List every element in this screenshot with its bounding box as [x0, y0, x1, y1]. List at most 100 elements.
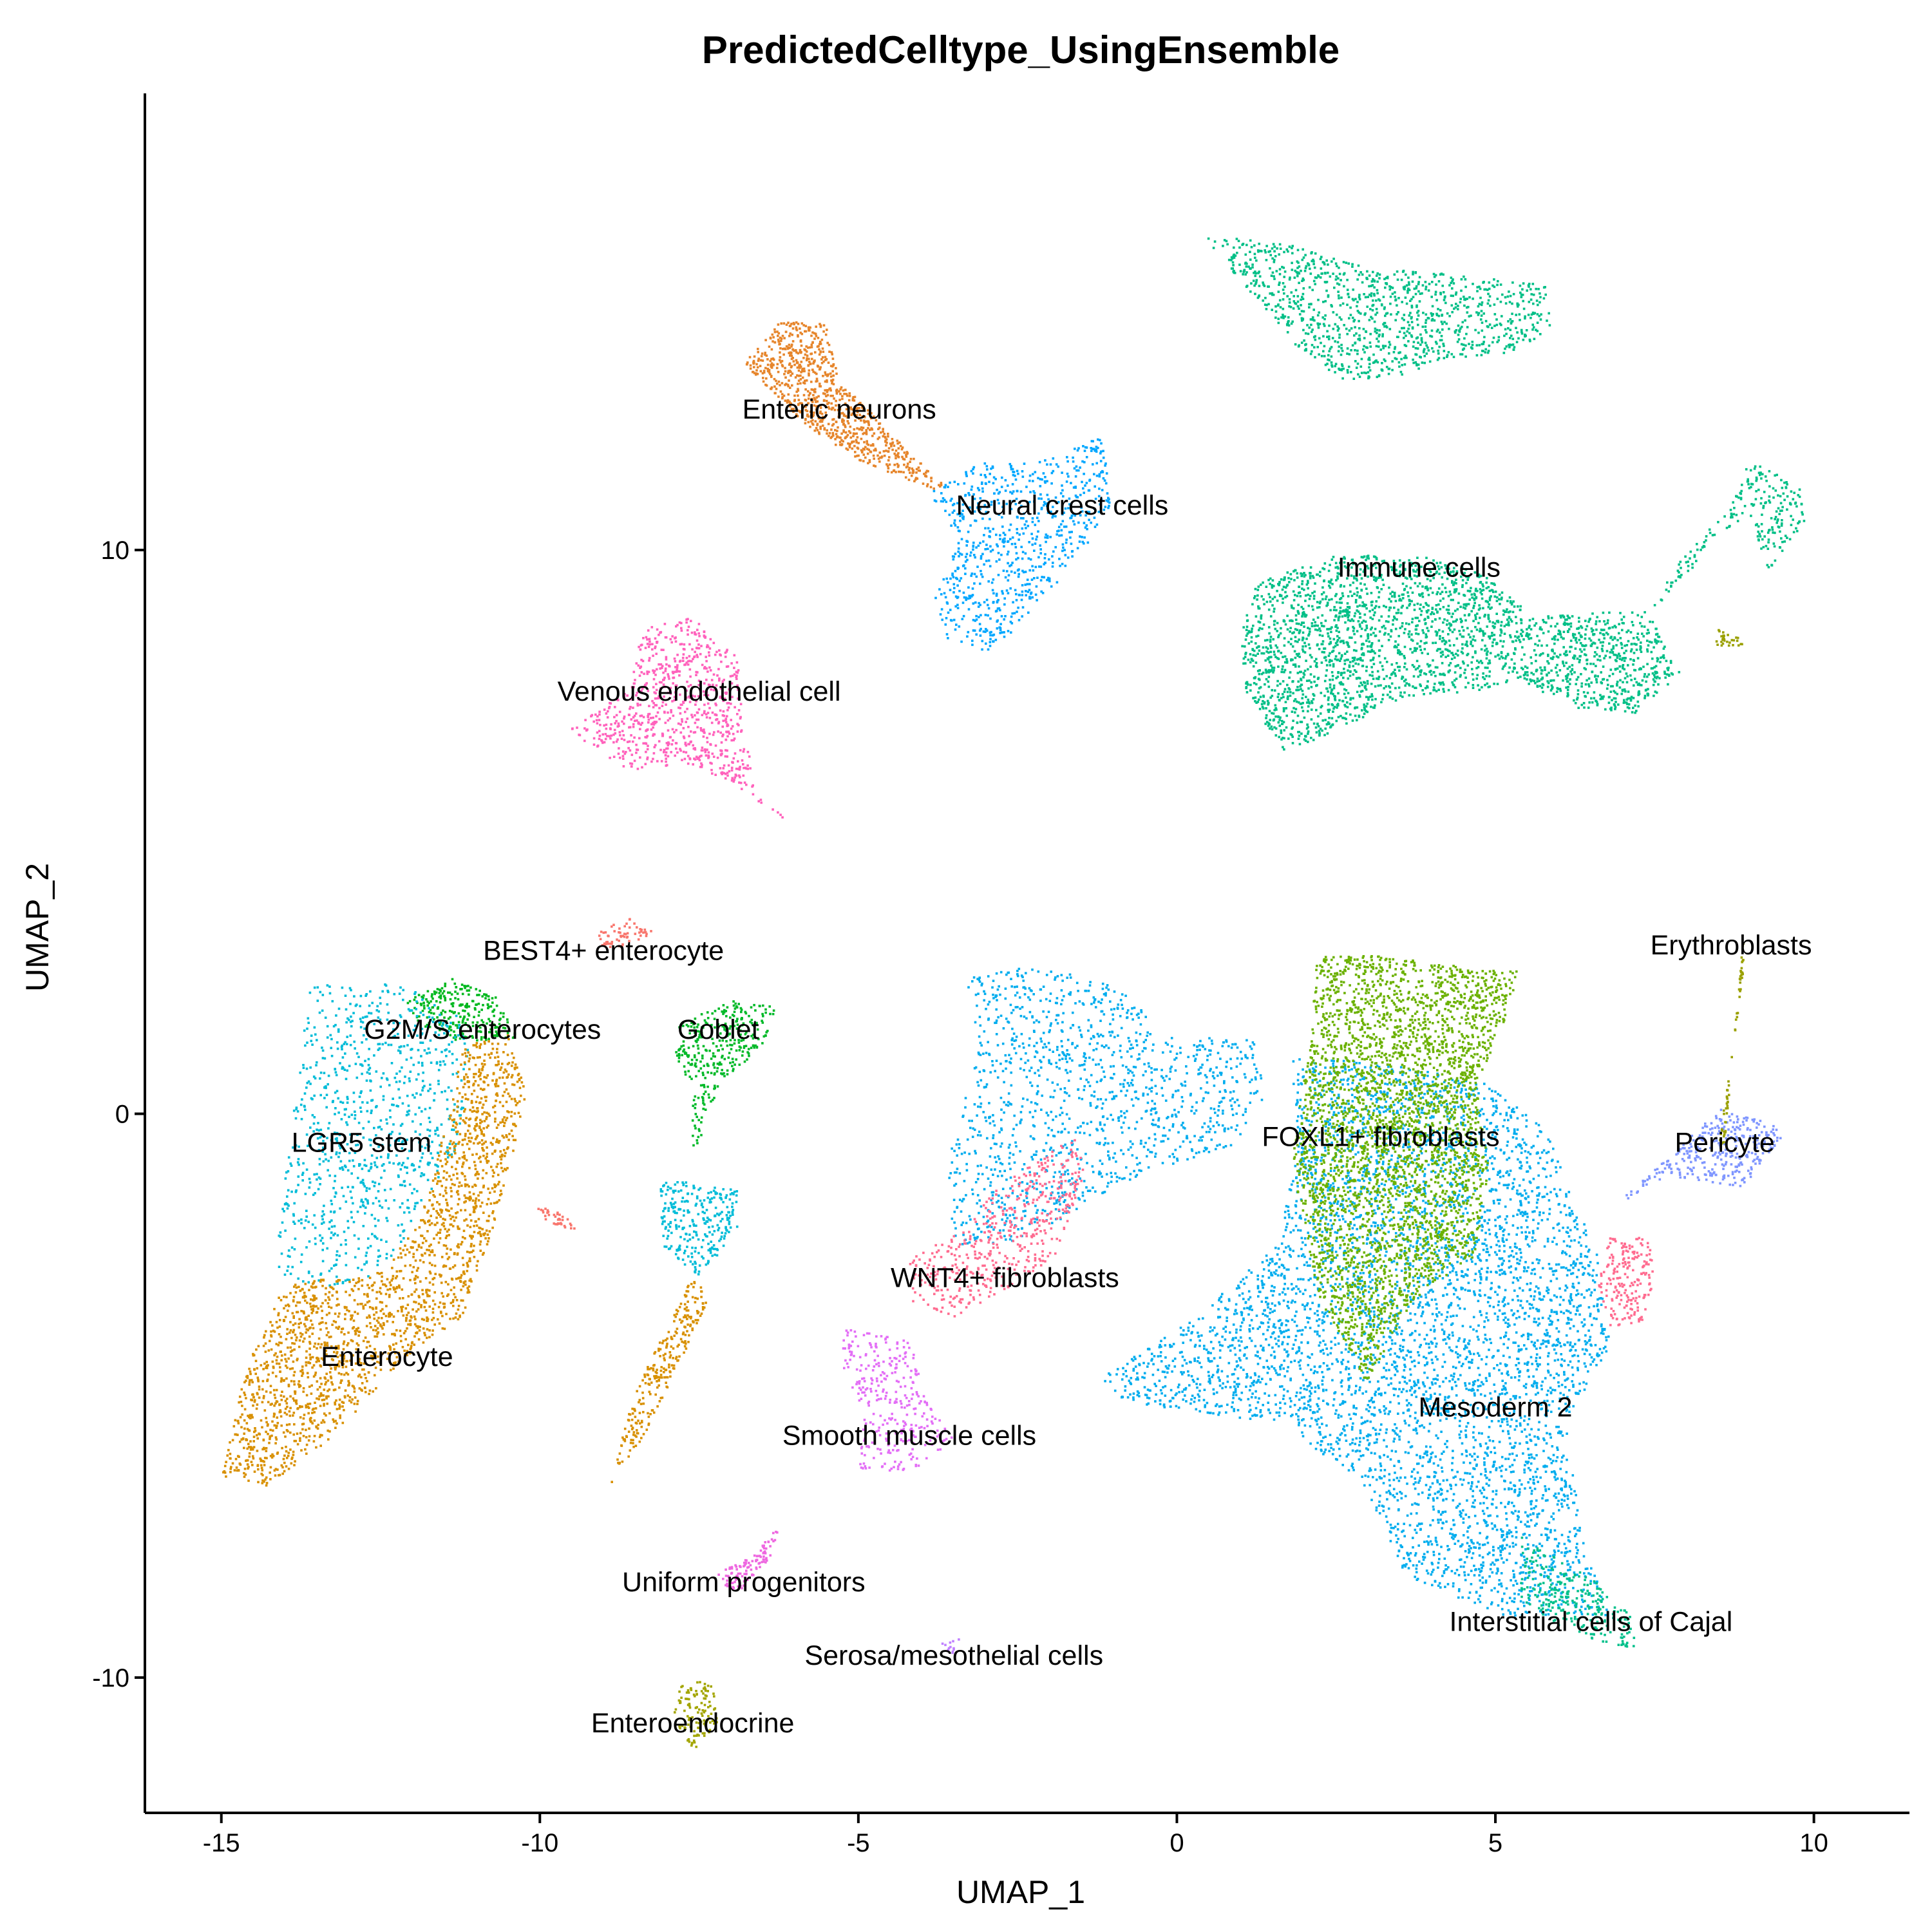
data-point [1459, 675, 1462, 678]
data-point [1437, 357, 1441, 359]
data-point [1800, 502, 1803, 506]
data-point [1259, 696, 1262, 698]
data-point [1273, 669, 1275, 672]
data-point [1321, 625, 1323, 627]
data-point [1443, 357, 1446, 359]
data-point [1495, 600, 1499, 602]
data-point [1794, 501, 1797, 504]
data-point [1463, 603, 1466, 606]
data-point [1327, 335, 1331, 338]
data-point [1004, 489, 1007, 492]
data-point [1308, 598, 1311, 600]
data-point [1039, 552, 1042, 554]
data-point [1327, 294, 1330, 297]
data-point [1443, 643, 1446, 645]
data-point [1455, 618, 1458, 621]
data-point [1300, 623, 1303, 627]
data-point [1247, 658, 1250, 661]
data-point [1001, 476, 1003, 479]
data-point [1484, 644, 1486, 647]
data-point [1398, 573, 1401, 575]
data-point [1304, 254, 1307, 256]
data-point [1487, 605, 1490, 609]
data-point [1758, 533, 1761, 535]
data-point [1516, 302, 1519, 305]
data-point [1620, 641, 1623, 645]
data-point [1754, 524, 1757, 527]
data-point [1256, 589, 1260, 591]
data-point [1599, 694, 1602, 697]
data-point [1383, 677, 1385, 680]
data-point [1361, 556, 1365, 559]
data-point [1314, 726, 1318, 729]
data-point [1285, 714, 1288, 717]
data-point [1354, 601, 1358, 604]
data-point [804, 422, 807, 424]
data-point [1613, 697, 1616, 700]
data-point [1430, 673, 1433, 676]
data-point [803, 370, 806, 373]
data-point [1456, 649, 1459, 652]
data-point [1307, 627, 1309, 629]
data-point [1262, 623, 1265, 626]
data-point [1212, 247, 1215, 249]
data-point [1509, 318, 1512, 321]
data-point [1328, 661, 1331, 663]
data-point [851, 447, 854, 450]
data-point [1303, 575, 1305, 578]
data-point [911, 467, 914, 470]
data-point [1361, 659, 1364, 662]
data-point [1318, 733, 1321, 736]
data-point [1593, 642, 1596, 645]
data-point [965, 596, 967, 599]
data-point [1326, 601, 1329, 604]
data-point [841, 412, 844, 415]
data-point [841, 419, 844, 422]
data-point [1343, 692, 1346, 696]
data-point [1300, 298, 1302, 301]
data-point [814, 388, 817, 391]
data-point [764, 352, 766, 354]
data-point [1487, 618, 1490, 620]
data-point [762, 377, 764, 379]
data-point [1401, 696, 1404, 698]
data-point [1330, 630, 1332, 634]
data-point [1416, 624, 1419, 627]
data-point [807, 364, 810, 366]
data-point [1412, 273, 1414, 276]
data-point [988, 480, 990, 484]
data-point [1286, 690, 1289, 694]
data-point [1502, 609, 1505, 612]
data-point [1312, 698, 1315, 701]
data-point [1285, 594, 1289, 598]
data-point [1578, 620, 1580, 623]
data-point [1385, 620, 1388, 623]
data-point [1571, 664, 1574, 667]
data-point [873, 457, 875, 460]
data-point [1085, 524, 1088, 527]
data-point [1328, 598, 1331, 601]
data-point [1404, 662, 1406, 665]
data-point [842, 440, 844, 443]
data-point [1464, 619, 1467, 622]
data-point [1383, 306, 1386, 309]
data-point [1633, 652, 1636, 654]
data-point [1390, 682, 1394, 685]
data-point [765, 377, 768, 380]
data-point [1426, 346, 1429, 349]
data-point [1346, 602, 1349, 605]
data-point [978, 616, 980, 618]
data-point [757, 350, 759, 354]
data-point [1500, 650, 1503, 654]
data-point [1326, 628, 1329, 630]
data-point [1316, 643, 1319, 646]
data-point [1332, 609, 1336, 611]
data-point [1339, 562, 1341, 564]
data-point [1098, 488, 1101, 490]
data-point [1269, 640, 1272, 643]
data-point [1584, 644, 1587, 647]
data-point [1519, 676, 1522, 678]
data-point [849, 406, 853, 409]
data-point [930, 480, 933, 482]
data-point [1363, 706, 1366, 708]
